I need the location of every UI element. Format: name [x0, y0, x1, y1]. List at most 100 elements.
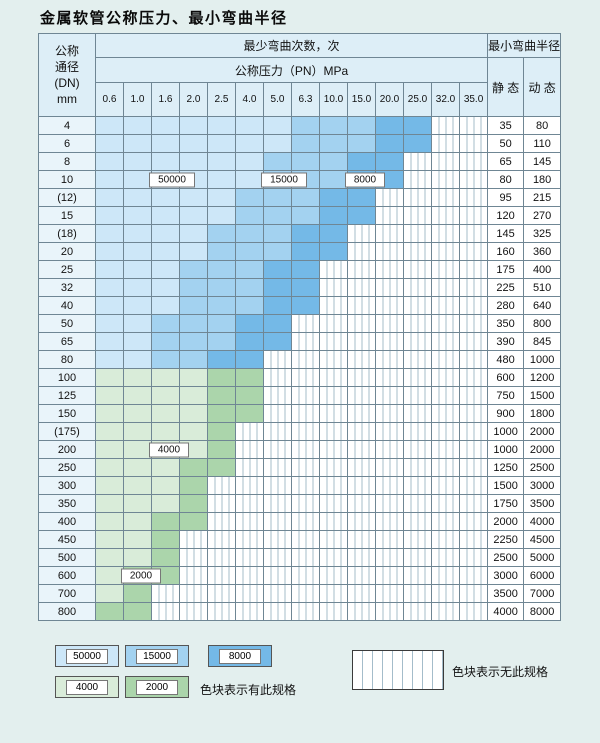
spec-cell	[403, 152, 432, 171]
cycle-count-label: 2000	[121, 568, 161, 583]
legend-item-label: 50000	[66, 648, 108, 664]
dynamic-radius-cell: 180	[523, 170, 562, 189]
pressure-header-cell: 0.6	[95, 82, 124, 117]
pressure-header-cell: 20.0	[375, 82, 404, 117]
spec-cell	[458, 350, 489, 369]
spec-cell	[179, 134, 208, 153]
spec-table: 公称 通径 (DN) mm 最少弯曲次数，次 最小弯曲半径 公称压力（PN）MP…	[38, 33, 562, 621]
spec-cell	[458, 332, 489, 351]
spec-cell	[403, 134, 432, 153]
spec-cell	[207, 206, 236, 225]
spec-cell	[403, 530, 432, 549]
spec-cell	[151, 332, 180, 351]
spec-cell	[179, 422, 208, 441]
table-row: 65 390 845	[38, 332, 562, 351]
spec-cell	[95, 242, 124, 261]
spec-cell	[207, 314, 236, 333]
spec-cell	[375, 260, 404, 279]
dn-header-line: (DN)	[54, 76, 80, 90]
spec-cell	[263, 224, 292, 243]
spec-cell	[403, 368, 432, 387]
spec-cell	[179, 512, 208, 531]
spec-cell	[458, 188, 489, 207]
spec-cell	[263, 332, 292, 351]
table-row: 450 2250 4500	[38, 530, 562, 549]
table-row: 32 225 510	[38, 278, 562, 297]
table-row: (12) 95 215	[38, 188, 562, 207]
spec-cell	[458, 566, 489, 585]
dn-cell: 20	[38, 242, 96, 261]
spec-cell	[458, 494, 489, 513]
spec-cell	[207, 530, 236, 549]
dynamic-radius-cell: 1500	[523, 386, 562, 405]
table-row: 500 2500 5000	[38, 548, 562, 567]
dn-cell: 150	[38, 404, 96, 423]
spec-cell	[179, 116, 208, 135]
dynamic-radius-cell: 4500	[523, 530, 562, 549]
spec-cell	[403, 206, 432, 225]
static-radius-cell: 50	[487, 134, 525, 153]
spec-cell	[123, 314, 152, 333]
spec-cell	[431, 404, 460, 423]
spec-cell	[151, 368, 180, 387]
dynamic-radius-cell: 510	[523, 278, 562, 297]
spec-cell	[179, 332, 208, 351]
spec-cell	[347, 512, 376, 531]
dynamic-radius-cell: 1000	[523, 350, 562, 369]
spec-cell	[207, 170, 236, 189]
spec-cell	[458, 458, 489, 477]
spec-cell	[235, 422, 264, 441]
static-radius-cell: 750	[487, 386, 525, 405]
static-radius-cell: 600	[487, 368, 525, 387]
dn-cell: 65	[38, 332, 96, 351]
spec-cell	[319, 278, 348, 297]
spec-cell	[319, 206, 348, 225]
spec-cell	[403, 386, 432, 405]
spec-cell	[291, 386, 320, 405]
spec-cell	[95, 530, 124, 549]
spec-cell	[319, 260, 348, 279]
spec-cell	[319, 296, 348, 315]
spec-cell	[403, 242, 432, 261]
table-row: 350 1750 3500	[38, 494, 562, 513]
spec-cell	[403, 116, 432, 135]
spec-cell	[95, 422, 124, 441]
spec-cell	[291, 476, 320, 495]
spec-cell	[458, 476, 489, 495]
spec-cell	[291, 206, 320, 225]
dn-cell: 400	[38, 512, 96, 531]
dynamic-radius-cell: 5000	[523, 548, 562, 567]
spec-cell	[319, 566, 348, 585]
spec-cell	[347, 152, 376, 171]
spec-cell	[291, 188, 320, 207]
table-row: 150 900 1800	[38, 404, 562, 423]
spec-cell	[347, 242, 376, 261]
static-radius-cell: 225	[487, 278, 525, 297]
dn-cell: 80	[38, 350, 96, 369]
spec-cell	[235, 296, 264, 315]
spec-cell	[347, 260, 376, 279]
spec-cell	[319, 602, 348, 621]
spec-cell	[179, 368, 208, 387]
spec-cell	[403, 566, 432, 585]
spec-cell	[375, 512, 404, 531]
spec-cell	[431, 386, 460, 405]
spec-cell	[403, 278, 432, 297]
spec-cell	[263, 494, 292, 513]
spec-cell	[291, 296, 320, 315]
spec-cell	[431, 512, 460, 531]
spec-cell	[95, 260, 124, 279]
spec-cell	[347, 296, 376, 315]
spec-cell	[151, 422, 180, 441]
spec-cell	[291, 602, 320, 621]
spec-cell	[207, 332, 236, 351]
spec-cell	[235, 584, 264, 603]
spec-cell	[207, 350, 236, 369]
spec-cell	[151, 224, 180, 243]
spec-cell	[458, 368, 489, 387]
spec-cell	[431, 584, 460, 603]
spec-cell	[235, 134, 264, 153]
spec-cell	[151, 134, 180, 153]
spec-cell	[431, 422, 460, 441]
spec-cell	[347, 332, 376, 351]
